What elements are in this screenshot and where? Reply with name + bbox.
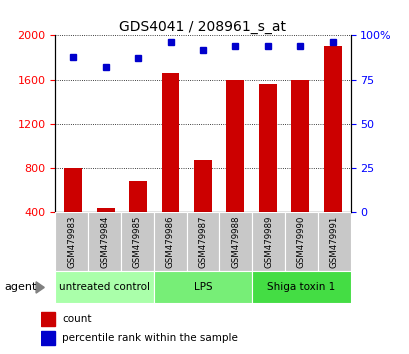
Text: GSM479991: GSM479991: [329, 216, 338, 268]
Text: percentile rank within the sample: percentile rank within the sample: [62, 333, 237, 343]
Bar: [153, 271, 252, 303]
Text: count: count: [62, 314, 91, 324]
Bar: [252, 271, 350, 303]
Text: GSM479983: GSM479983: [67, 215, 76, 268]
Bar: [41, 331, 55, 345]
Text: LPS: LPS: [193, 282, 212, 292]
Text: GSM479990: GSM479990: [296, 216, 305, 268]
Text: GSM479987: GSM479987: [198, 215, 207, 268]
Title: GDS4041 / 208961_s_at: GDS4041 / 208961_s_at: [119, 21, 286, 34]
Bar: [121, 212, 153, 271]
Bar: [55, 271, 153, 303]
Text: untreated control: untreated control: [59, 282, 150, 292]
Bar: [284, 212, 317, 271]
Bar: [226, 80, 244, 257]
Bar: [64, 168, 82, 257]
Text: GSM479989: GSM479989: [263, 216, 272, 268]
Text: Shiga toxin 1: Shiga toxin 1: [267, 282, 335, 292]
Bar: [186, 212, 219, 271]
Text: GSM479986: GSM479986: [165, 215, 174, 268]
Bar: [323, 46, 341, 257]
Bar: [219, 212, 252, 271]
Text: GSM479988: GSM479988: [231, 215, 240, 268]
Bar: [317, 212, 350, 271]
Bar: [41, 312, 55, 326]
Bar: [153, 212, 186, 271]
Bar: [88, 212, 121, 271]
Text: GSM479984: GSM479984: [100, 215, 109, 268]
Bar: [291, 80, 308, 257]
Bar: [193, 160, 211, 257]
Bar: [55, 212, 88, 271]
Bar: [97, 208, 114, 257]
Bar: [252, 212, 284, 271]
Text: GSM479985: GSM479985: [133, 215, 142, 268]
Bar: [129, 181, 147, 257]
Text: agent: agent: [4, 282, 36, 292]
Bar: [258, 84, 276, 257]
Polygon shape: [36, 282, 44, 293]
Bar: [161, 73, 179, 257]
